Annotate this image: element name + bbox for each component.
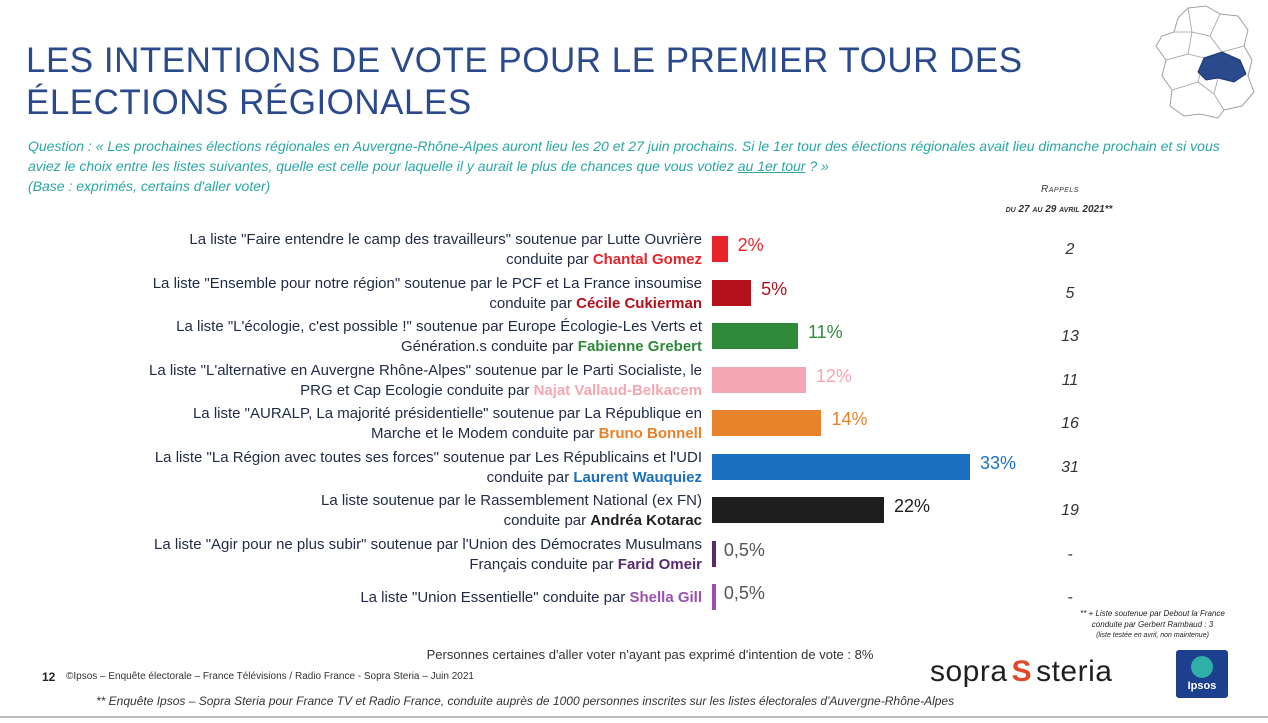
question-underlined: au 1er tour — [737, 158, 806, 174]
row-label: La liste soutenue par le Rassemblement N… — [22, 491, 702, 531]
row-label-prefix: conduite par — [503, 512, 591, 529]
sopra-steria-mark-icon: S — [1011, 655, 1033, 688]
row-label-line: La liste soutenue par le Rassemblement N… — [320, 492, 702, 509]
question-text: Question : « Les prochaines élections ré… — [28, 136, 1238, 196]
row-label: La liste "La Région avec toutes ses forc… — [22, 448, 702, 488]
candidate-name: Farid Omeir — [617, 555, 702, 573]
bar — [712, 410, 822, 436]
row-label: La liste "Agir pour ne plus subir" soute… — [22, 535, 702, 575]
row-label-prefix: conduite par — [506, 251, 593, 268]
recall-value: 31 — [1061, 458, 1079, 476]
recall-value: 16 — [1061, 415, 1079, 432]
candidate-name: Shella Gill — [629, 589, 702, 606]
recall-value: 5 — [1065, 284, 1075, 302]
row-label: La liste "Ensemble pour notre région" so… — [22, 274, 702, 314]
value-label: 2% — [737, 235, 764, 255]
candidate-name: Najat Vallaud-Belkacem — [533, 381, 702, 399]
bar — [712, 453, 970, 480]
value-label: 11% — [808, 322, 843, 342]
footnote-right: ** + Liste soutenue par Debout la France… — [1040, 608, 1265, 641]
bar — [712, 584, 716, 610]
bar — [712, 497, 884, 523]
row-label-prefix: conduite par — [489, 294, 577, 312]
row-label-prefix: La liste "Union Essentielle" conduite pa… — [360, 589, 630, 606]
ipsos-ring-icon — [1191, 656, 1213, 678]
footnote-line-1: ** + Liste soutenue par Debout la France — [1080, 609, 1225, 618]
recall-value: 11 — [1061, 371, 1079, 389]
candidate-name: Chantal Gomez — [592, 251, 702, 268]
steria-word: steria — [1036, 655, 1113, 688]
value-label: 12% — [815, 365, 852, 386]
page-number: 12 — [42, 670, 56, 684]
row-label-line: Marche et le Modem conduite par Bruno Bo… — [22, 424, 702, 444]
row-label: La liste "Faire entendre le camp des tra… — [22, 230, 702, 270]
question-end: ? » — [805, 158, 829, 174]
row-label-line: La liste "L'écologie, c'est possible !" … — [176, 318, 702, 335]
ipsos-logo: Ipsos — [1176, 650, 1228, 698]
row-label-line: conduite par Andréa Kotarac — [22, 511, 702, 531]
candidate-name: Cécile Cukierman — [576, 294, 702, 312]
row-label-line: La liste "AURALP, La majorité présidenti… — [192, 405, 702, 422]
bar — [712, 540, 716, 567]
no-intention-note: Personnes certaines d'aller voter n'ayan… — [426, 647, 874, 662]
region-auvergne-rhone-alpes — [1197, 51, 1247, 83]
value-label: 14% — [831, 409, 868, 429]
survey-note: ** Enquête Ipsos – Sopra Steria pour Fra… — [96, 694, 955, 708]
question-base: (Base : exprimés, certains d'aller voter… — [28, 178, 271, 194]
question-main: Question : « Les prochaines élections ré… — [28, 138, 1220, 174]
row-label-line: La liste "Faire entendre le camp des tra… — [189, 231, 702, 248]
bottom-divider — [0, 716, 1268, 718]
row-label-line: La liste "La Région avec toutes ses forc… — [154, 448, 702, 466]
row-label-line: La liste "Ensemble pour notre région" so… — [152, 274, 702, 292]
row-label-line: La liste "L'alternative en Auvergne Rhôn… — [148, 361, 702, 379]
recall-value: - — [1067, 589, 1073, 606]
candidate-name: Fabienne Grebert — [577, 338, 702, 355]
bar — [712, 323, 798, 349]
value-label: 33% — [980, 452, 1017, 473]
value-label: 0,5% — [723, 539, 765, 560]
row-label-line: Français conduite par Farid Omeir — [22, 555, 702, 575]
row-label: La liste "AURALP, La majorité présidenti… — [22, 404, 702, 444]
candidate-name: Bruno Bonnell — [598, 425, 702, 442]
recall-value: - — [1067, 545, 1073, 563]
row-label-prefix: Marche et le Modem conduite par — [371, 425, 599, 442]
footer-credits: ©Ipsos – Enquête électorale – France Tél… — [66, 671, 474, 682]
value-label: 22% — [894, 496, 931, 516]
sopra-word: sopra — [930, 655, 1008, 688]
rappels-title: Rappels — [1041, 184, 1079, 195]
row-label-line: conduite par Chantal Gomez — [22, 250, 702, 270]
page-title: LES INTENTIONS DE VOTE POUR LE PREMIER T… — [26, 41, 1023, 122]
recall-value: 19 — [1061, 502, 1079, 519]
rappels-header: Rappels du 27 au 29 avril 2021** — [990, 180, 1190, 220]
row-label: La liste "L'alternative en Auvergne Rhôn… — [22, 361, 702, 401]
footnote-line-3: (liste testée en avril, non maintenue) — [1096, 632, 1209, 639]
value-label: 5% — [761, 278, 788, 299]
row-label-prefix: Génération.s conduite par — [401, 338, 578, 355]
row-label-line: PRG et Cap Ecologie conduite par Najat V… — [22, 381, 702, 401]
row-label-line: Génération.s conduite par Fabienne Grebe… — [22, 337, 702, 357]
france-map-icon — [1155, 5, 1255, 119]
row-label-line: conduite par Cécile Cukierman — [22, 294, 702, 314]
bar — [712, 236, 728, 262]
row-label-line: La liste "Agir pour ne plus subir" soute… — [154, 535, 702, 553]
value-label: 0,5% — [723, 583, 765, 603]
footnote-line-2: conduite par Gerbert Rambaud : 3 — [1091, 620, 1214, 629]
row-label-line: La liste "Union Essentielle" conduite pa… — [22, 588, 702, 608]
recall-value: 2 — [1065, 241, 1075, 258]
rappels-dates: du 27 au 29 avril 2021** — [1005, 204, 1113, 215]
row-label: La liste "Union Essentielle" conduite pa… — [22, 588, 702, 608]
row-label-prefix: Français conduite par — [469, 555, 618, 573]
bar — [712, 279, 752, 306]
ipsos-word: Ipsos — [1187, 680, 1217, 692]
row-label-prefix: PRG et Cap Ecologie conduite par — [300, 381, 534, 399]
row-label-prefix: conduite par — [486, 468, 574, 486]
row-label-line: conduite par Laurent Wauquiez — [22, 468, 702, 488]
candidate-name: Andréa Kotarac — [590, 512, 702, 529]
bar — [712, 366, 806, 393]
candidate-name: Laurent Wauquiez — [573, 468, 702, 486]
recall-value: 13 — [1061, 328, 1079, 345]
row-label: La liste "L'écologie, c'est possible !" … — [22, 317, 702, 357]
